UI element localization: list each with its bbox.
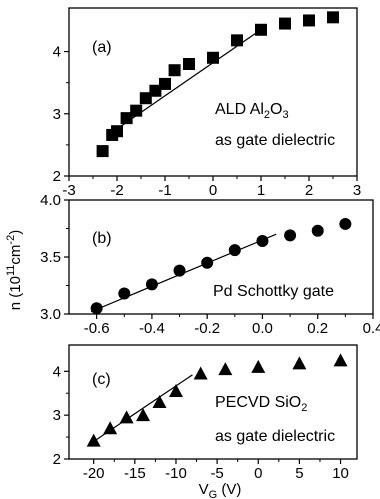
x-tick-label: 0.2 [307,320,328,337]
x-tick-label: 0 [254,465,262,482]
data-point-triangle [119,410,134,424]
y-tick-label: 3 [53,407,61,424]
data-point-circle [284,229,297,242]
x-tick-label: -0.4 [139,320,165,337]
y-axis-label-end: ) [7,230,24,235]
data-point-square [130,104,143,117]
data-point-square [120,112,133,125]
data-point-square [231,34,243,47]
data-point-square [111,125,123,138]
y-axis-label-exp: 11 [5,265,17,276]
annotation-line-2: as gate dielectric [215,132,335,149]
data-point-triangle [251,359,266,373]
x-tick-label: -0.2 [194,320,220,337]
y-tick-label: 3 [53,106,61,123]
data-point-circle [201,256,214,269]
data-point-triangle [193,366,208,380]
data-point-square [149,84,162,97]
data-point-circle [228,244,241,257]
annotation-text-part: PECVD SiO [215,394,301,411]
data-point-circle [256,235,269,248]
y-axis-label-unit-exp: -2 [5,235,17,245]
data-point-triangle [168,384,183,398]
annotation-line-1: PECVD SiO2 [215,394,307,414]
data-point-square [303,14,315,27]
x-tick-label: -15 [124,465,146,482]
data-point-circle [118,287,131,300]
data-point-triangle [103,421,118,435]
x-tick-label: -5 [210,465,223,482]
data-point-square [168,64,181,77]
data-point-triangle [86,433,101,447]
annotation-text-part: ALD Al [215,101,264,118]
annotation-subscript: 2 [264,109,270,121]
data-point-square [159,77,171,90]
annotation-line-1: Pd Schottky gate [213,283,334,300]
data-point-square [183,58,195,70]
panel-label: (a) [92,39,112,56]
data-point-square [96,145,109,158]
data-point-circle [145,278,158,291]
x-tick-label: 3 [353,182,361,199]
x-tick-label: 5 [295,465,303,482]
x-axis-label-sub: G [209,489,218,499]
x-tick-label: 0.4 [363,320,380,337]
x-tick-label: 10 [332,465,349,482]
x-tick-label: -0.6 [84,320,110,337]
y-tick-label: 4.0 [40,192,61,209]
panel-label: (b) [92,230,112,247]
data-point-square [327,11,339,24]
annotation-line-1: ALD Al2O3 [215,101,289,121]
plot-frame [68,344,358,460]
data-point-square [279,17,291,30]
annotation-line-2: as gate dielectric [215,428,335,445]
x-tick-label: -2 [110,182,123,199]
x-axis-label: VG (V) [199,481,242,499]
data-point-circle [339,217,352,230]
data-point-square [139,92,152,105]
x-tick-label: 0.0 [252,320,273,337]
panel-b: -0.6 -0.4 -0.2 0.0 0.2 0.4 3.0 3.5 4.0 (b) Pd Scho… [40,192,380,337]
y-tick-label: 3.0 [40,306,61,323]
annotation-text-part: Pd Schottky gate [213,283,334,300]
y-tick-label: 4 [53,363,61,380]
x-axis-label-end: (V) [217,481,241,498]
y-tick-label: 4 [53,44,61,61]
x-tick-label: 0 [209,182,217,199]
y-axis-label: n (1011cm-2) [5,230,24,310]
data-point-square [207,51,219,64]
data-point-circle [311,224,324,237]
y-axis-label-main: n (10 [7,276,24,310]
data-point-triangle [152,395,167,408]
data-point-circle [90,302,103,315]
y-axis-label-unit: cm [7,245,24,265]
y-tick-label: 2 [53,168,61,185]
annotation-subscript: 3 [283,109,289,121]
data-point-circle [173,264,186,277]
y-tick-label: 2 [53,451,61,468]
x-tick-label: -10 [165,465,187,482]
x-tick-label: -1 [158,182,171,199]
x-tick-label: -20 [83,465,105,482]
data-point-triangle [136,408,151,422]
panel-label: (c) [92,371,111,388]
data-point-triangle [292,356,307,370]
plot-frame [68,7,358,177]
x-tick-label: -3 [62,182,75,199]
data-point-triangle [333,353,348,367]
annotation-text-part: O [270,101,282,118]
y-tick-label: 3.5 [40,249,61,266]
x-tick-label: 1 [257,182,265,199]
x-tick-label: 2 [305,182,313,199]
data-point-triangle [218,362,233,376]
annotation-subscript: 2 [301,402,307,414]
x-axis-label-main: V [199,481,209,498]
data-point-square [255,23,267,36]
